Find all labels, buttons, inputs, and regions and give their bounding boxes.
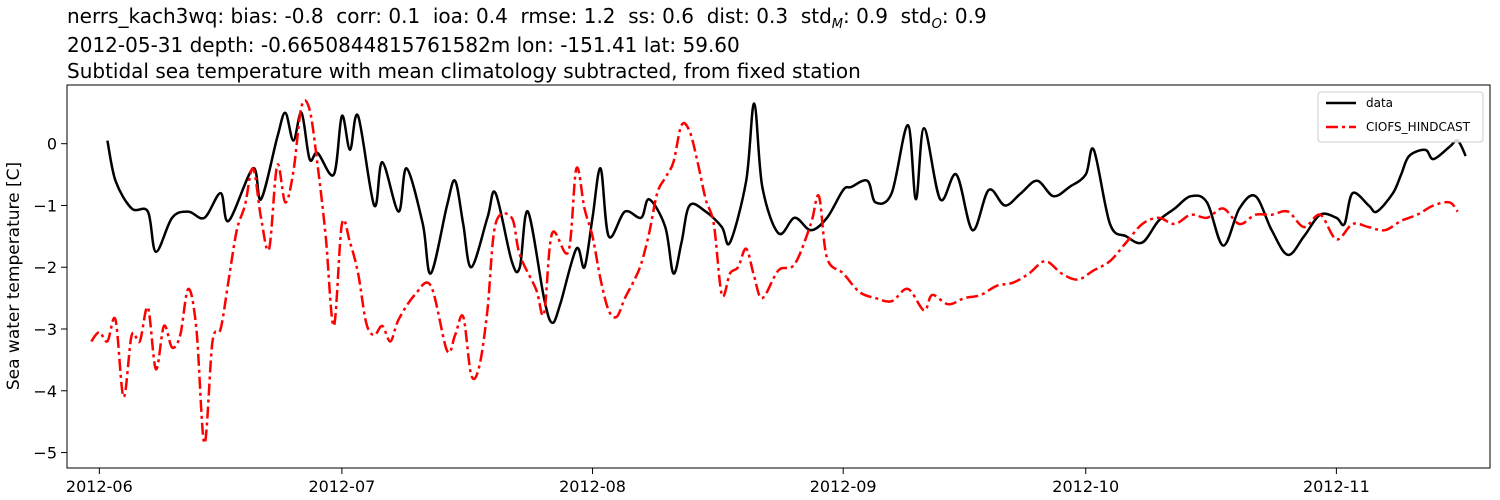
station-info-line: 2012-05-31 depth: -0.6650844815761582m l…	[67, 33, 740, 57]
std-m-subscript: M	[831, 17, 844, 32]
legend: data CIOFS_HINDCAST	[1317, 91, 1484, 143]
x-tick-label: 2012-09	[810, 477, 877, 496]
stats-prefix: nerrs_kach3wq: bias: -0.8 corr: 0.1 ioa:…	[67, 4, 832, 28]
y-tick-label: −3	[33, 320, 57, 339]
x-tick-label: 2012-10	[1052, 477, 1119, 496]
legend-box	[1317, 91, 1484, 143]
plot-area	[66, 84, 1491, 469]
stats-title-line: nerrs_kach3wq: bias: -0.8 corr: 0.1 ioa:…	[67, 6, 987, 31]
y-tick-label: −5	[33, 444, 57, 463]
y-tick-label: −4	[33, 382, 57, 401]
x-tick-label: 2012-08	[559, 477, 626, 496]
y-tick-label: 0	[47, 135, 57, 154]
legend-label: CIOFS_HINDCAST	[1366, 120, 1471, 134]
series-line-ciofs-hindcast	[90, 99, 1459, 445]
series-line-data	[106, 102, 1467, 325]
x-tick-label: 2012-06	[66, 477, 133, 496]
stats-mid: : 0.9 std	[843, 4, 932, 28]
legend-label: data	[1366, 96, 1393, 110]
y-tick-label: −1	[33, 196, 57, 215]
y-tick-label: −2	[33, 258, 57, 277]
std-o-subscript: O	[931, 17, 942, 32]
stats-suffix: : 0.9	[941, 4, 987, 28]
x-tick-label: 2012-11	[1303, 477, 1370, 496]
chart-title: Subtidal sea temperature with mean clima…	[67, 59, 861, 83]
x-tick-label: 2012-07	[308, 477, 375, 496]
y-axis-label: Sea water temperature [C]	[4, 162, 24, 390]
